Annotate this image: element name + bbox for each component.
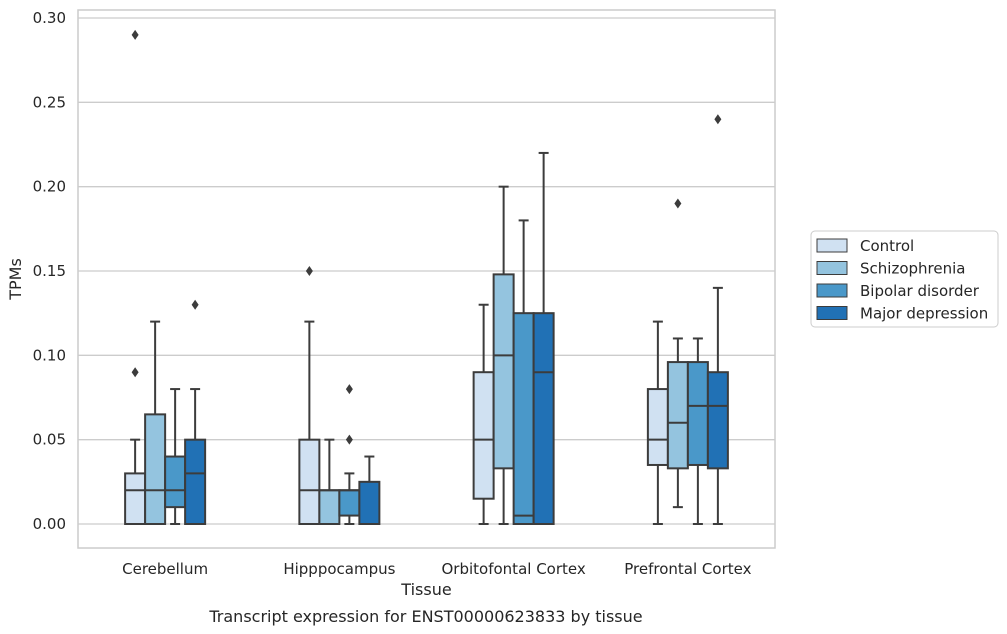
outlier-point xyxy=(345,384,353,395)
y-tick-label: 0.20 xyxy=(33,178,66,196)
y-tick-label: 0.00 xyxy=(33,515,66,533)
box-rect xyxy=(686,361,709,466)
legend-swatch xyxy=(816,238,848,253)
box-rect xyxy=(144,413,167,525)
box-control xyxy=(298,266,321,525)
x-axis-label: Tissue xyxy=(400,580,451,599)
box-control xyxy=(472,303,495,525)
outlier-point xyxy=(305,266,313,276)
x-tick-label: Hipppocampus xyxy=(283,560,395,578)
legend-item: Bipolar disorder xyxy=(816,282,980,300)
box-rect xyxy=(532,312,555,525)
outlier-point xyxy=(674,198,682,209)
legend-swatch xyxy=(816,283,848,298)
box-rect xyxy=(646,388,669,466)
legend-swatch xyxy=(816,261,848,275)
box-rect xyxy=(358,480,381,526)
legend-item: Schizophrenia xyxy=(816,260,965,278)
box-bipolar-disorder xyxy=(686,337,709,525)
legend-label: Schizophrenia xyxy=(860,260,965,278)
box-rect xyxy=(298,438,321,525)
x-tick-label: Cerebellum xyxy=(122,560,208,578)
box-rect xyxy=(492,273,515,470)
x-axis-ticks: Cerebellum Hipppocampus Orbitofontal Corte… xyxy=(122,560,751,578)
box-rect xyxy=(318,489,341,525)
box-schizophrenia xyxy=(144,320,167,525)
box-rect xyxy=(164,455,187,509)
y-tick-label: 0.15 xyxy=(33,262,66,280)
legend-swatch xyxy=(816,306,848,320)
outlier-point xyxy=(131,367,139,378)
box-schizophrenia xyxy=(666,198,689,509)
box-rect xyxy=(472,371,495,500)
box-major-depression xyxy=(184,299,207,525)
legend-label: Control xyxy=(860,237,914,255)
y-axis-label: TPMs xyxy=(6,258,25,301)
plot-frame xyxy=(77,9,776,549)
legend: Control Schizophrenia Bipolar disorder Majo… xyxy=(810,230,999,328)
box-rect xyxy=(124,472,147,525)
outlier-point xyxy=(191,299,199,310)
legend-item: Major depression xyxy=(816,305,988,323)
outlier-point xyxy=(131,29,139,40)
box-bipolar-disorder xyxy=(164,388,187,525)
box-major-depression xyxy=(358,455,381,526)
y-tick-label: 0.30 xyxy=(33,9,66,27)
box-control xyxy=(646,320,669,525)
legend-item: Control xyxy=(816,237,914,255)
legend-frame xyxy=(810,230,999,328)
y-axis-ticks: 0.00 0.05 0.10 0.15 0.20 0.25 0.30 xyxy=(33,9,66,533)
legend-label: Bipolar disorder xyxy=(860,282,980,300)
boxes xyxy=(124,29,729,526)
box-rect xyxy=(338,489,361,517)
box-bipolar-disorder xyxy=(512,219,535,525)
chart-caption: Transcript expression for ENST0000062383… xyxy=(208,607,642,626)
box-control xyxy=(124,29,147,525)
box-rect xyxy=(184,438,207,525)
box-major-depression xyxy=(532,151,555,525)
x-tick-label: Prefrontal Cortex xyxy=(624,560,751,578)
box-schizophrenia xyxy=(318,438,341,525)
y-tick-label: 0.25 xyxy=(33,93,66,111)
box-schizophrenia xyxy=(492,185,515,525)
box-rect xyxy=(706,371,729,470)
y-tick-label: 0.10 xyxy=(33,346,66,364)
outlier-point xyxy=(714,114,722,125)
box-rect xyxy=(666,361,689,470)
legend-label: Major depression xyxy=(860,305,988,323)
box-bipolar-disorder xyxy=(338,384,361,525)
box-rect xyxy=(512,312,535,525)
y-tick-label: 0.05 xyxy=(33,431,66,449)
x-tick-label: Orbitofontal Cortex xyxy=(442,560,586,578)
outlier-point xyxy=(345,434,353,445)
box-major-depression xyxy=(706,114,729,525)
